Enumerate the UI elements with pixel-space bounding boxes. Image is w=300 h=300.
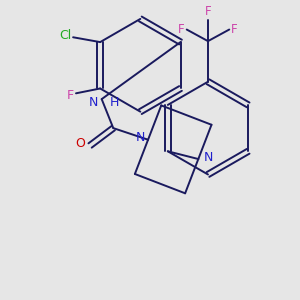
Text: F: F — [67, 89, 74, 102]
Text: F: F — [231, 23, 238, 36]
Text: N: N — [88, 96, 98, 109]
Text: N: N — [203, 151, 213, 164]
Text: N: N — [136, 131, 145, 144]
Text: H: H — [110, 96, 119, 109]
Text: F: F — [178, 23, 185, 36]
Text: O: O — [75, 137, 85, 150]
Text: Cl: Cl — [59, 29, 71, 42]
Text: F: F — [205, 5, 211, 18]
